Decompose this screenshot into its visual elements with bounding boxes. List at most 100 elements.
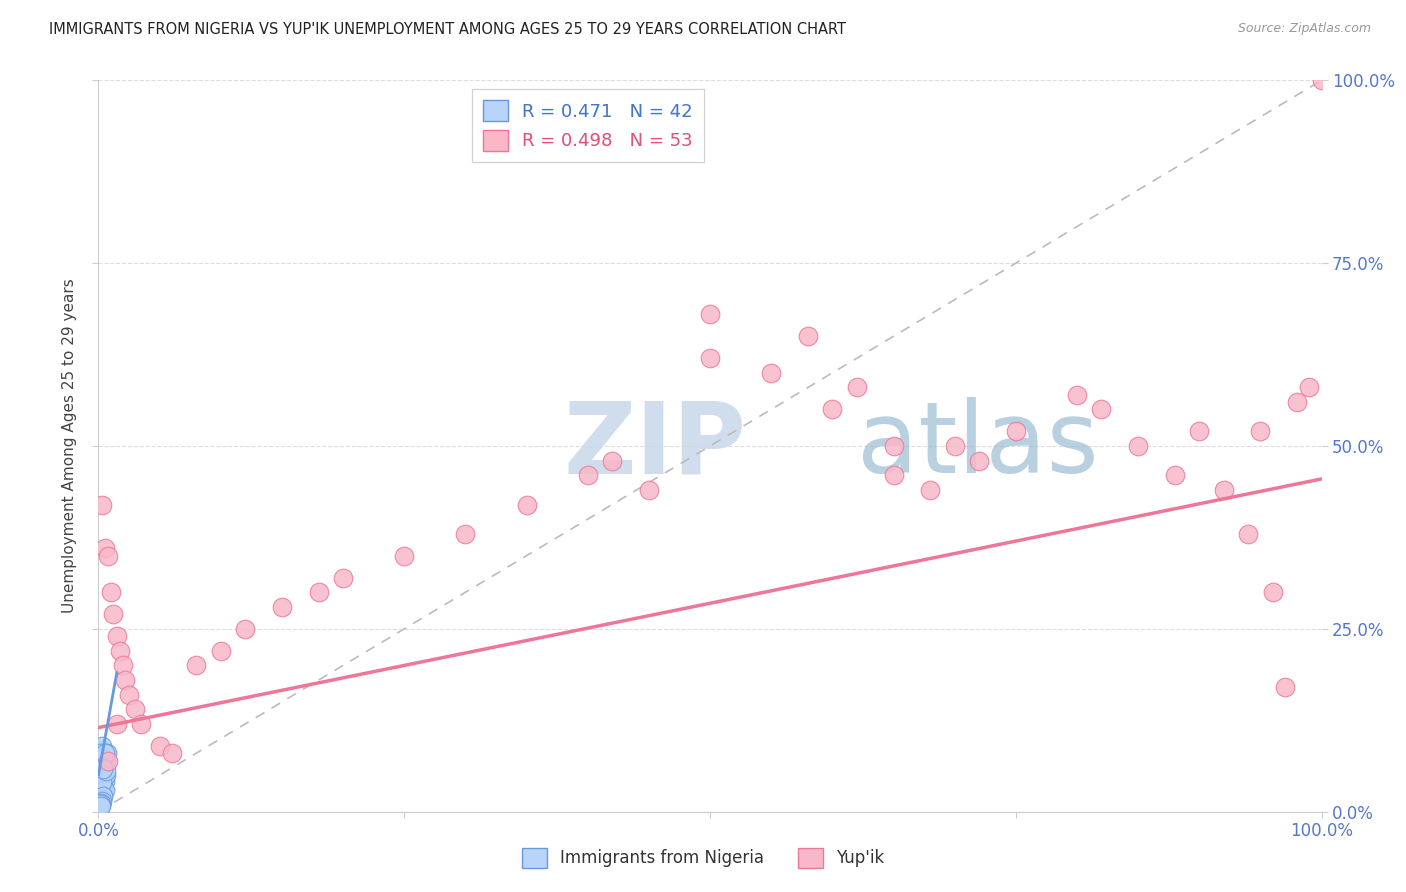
Point [308,585,330,599]
Point [89,764,111,779]
Point [89,774,111,789]
Point [89,797,111,812]
Point [160,746,183,760]
Point [920,483,942,497]
Point [91,757,114,772]
Point [93,754,115,768]
Point [90,796,112,810]
Point [111,658,134,673]
Point [1261,585,1284,599]
Text: Source: ZipAtlas.com: Source: ZipAtlas.com [1237,22,1371,36]
Point [797,329,820,343]
Point [93,541,115,556]
Point [90,797,112,812]
Point [1298,380,1320,394]
Point [91,791,114,805]
Point [1128,439,1150,453]
Point [1004,425,1026,439]
Point [186,658,208,673]
Point [101,607,124,622]
Point [91,787,114,801]
Point [454,526,477,541]
Point [93,746,115,760]
Point [883,468,905,483]
Point [94,768,117,782]
Text: ZIP: ZIP [564,398,747,494]
Point [89,798,111,813]
Point [576,468,599,483]
Point [600,453,623,467]
Point [1164,468,1187,483]
Point [90,742,112,756]
Point [90,761,112,775]
Point [89,794,111,808]
Point [93,774,115,789]
Point [1066,388,1088,402]
Point [1286,395,1309,409]
Point [91,762,114,776]
Legend: R = 0.471   N = 42, R = 0.498   N = 53: R = 0.471 N = 42, R = 0.498 N = 53 [471,89,704,161]
Point [91,775,114,789]
Point [91,779,114,793]
Point [100,585,122,599]
Point [1274,681,1296,695]
Point [90,768,112,782]
Point [105,629,128,643]
Point [699,307,721,321]
Point [91,794,114,808]
Point [392,549,416,563]
Point [90,798,112,813]
Point [943,439,966,453]
Point [332,571,354,585]
Point [1090,402,1112,417]
Point [90,777,112,791]
Point [270,599,294,614]
Point [97,549,120,563]
Point [94,754,117,768]
Y-axis label: Unemployment Among Ages 25 to 29 years: Unemployment Among Ages 25 to 29 years [62,278,77,614]
Point [638,483,661,497]
Text: IMMIGRANTS FROM NIGERIA VS YUP'IK UNEMPLOYMENT AMONG AGES 25 TO 29 YEARS CORRELA: IMMIGRANTS FROM NIGERIA VS YUP'IK UNEMPL… [49,22,846,37]
Point [89,791,111,805]
Point [967,453,990,467]
Point [89,746,111,760]
Point [1188,425,1211,439]
Point [1310,73,1333,87]
Point [515,498,537,512]
Point [91,757,114,772]
Point [699,351,721,366]
Point [97,754,120,768]
Point [1237,526,1260,541]
Point [94,764,117,779]
Text: atlas: atlas [856,398,1098,494]
Point [91,749,114,764]
Point [91,770,114,784]
Point [91,789,114,803]
Point [91,749,114,764]
Point [821,402,844,417]
Point [118,688,141,702]
Point [90,784,112,798]
Point [96,746,118,760]
Point [1249,425,1271,439]
Point [110,644,132,658]
Point [90,796,112,810]
Point [91,498,114,512]
Point [761,366,783,380]
Point [91,739,114,753]
Point [209,644,232,658]
Point [90,752,112,766]
Point [91,789,114,803]
Point [883,439,905,453]
Point [124,702,146,716]
Legend: Immigrants from Nigeria, Yup'ik: Immigrants from Nigeria, Yup'ik [515,841,891,875]
Point [114,673,136,687]
Point [149,739,172,753]
Point [89,772,111,786]
Point [105,717,128,731]
Point [233,622,256,636]
Point [845,380,868,394]
Point [129,717,152,731]
Point [91,781,114,796]
Point [93,782,115,797]
